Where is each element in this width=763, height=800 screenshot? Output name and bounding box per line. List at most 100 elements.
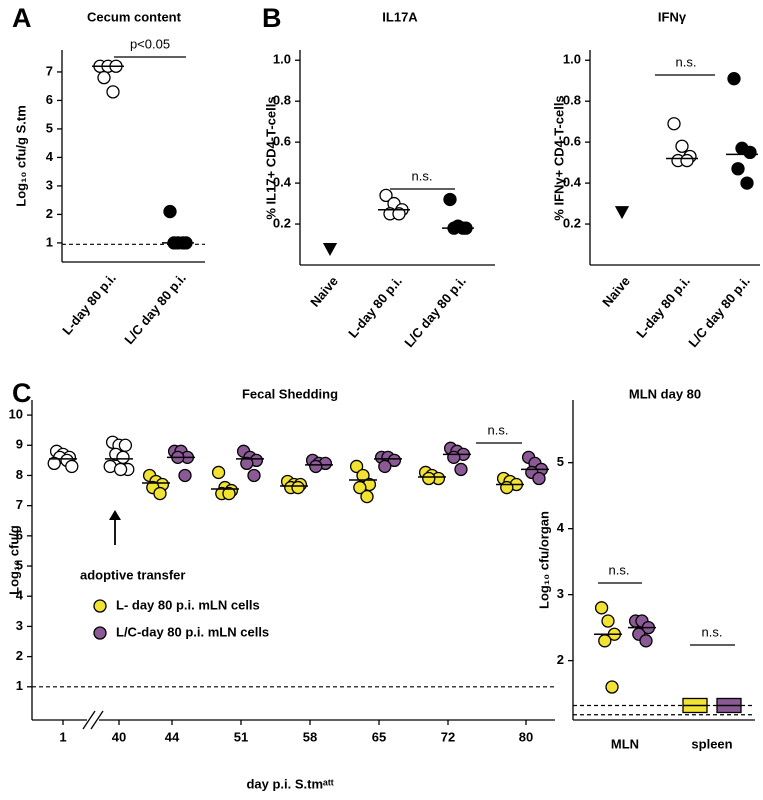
annotation: n.s. bbox=[676, 54, 697, 69]
point bbox=[614, 206, 630, 220]
x-tick-label: L-day 80 p.i. bbox=[633, 273, 693, 340]
x-tick-label: 72 bbox=[441, 729, 455, 744]
x-tick-label: L/C day 80 p.i. bbox=[121, 270, 189, 347]
point bbox=[97, 70, 111, 85]
point bbox=[353, 480, 367, 495]
x-tick-label: L/C day 80 p.i. bbox=[401, 273, 469, 350]
axis-break-gap bbox=[87, 717, 99, 723]
panel-label: C bbox=[12, 378, 32, 408]
point bbox=[387, 453, 402, 468]
x-tick-label: 58 bbox=[303, 729, 317, 744]
point bbox=[178, 468, 192, 483]
y-axis-label: % IFNγ+ CD4-T-cells bbox=[551, 95, 566, 220]
panel-label: A bbox=[12, 3, 32, 33]
point bbox=[379, 188, 393, 203]
point bbox=[392, 207, 406, 221]
y-tick-label: 6 bbox=[16, 527, 23, 542]
y-tick-label: 1 bbox=[16, 678, 23, 693]
y-tick-label: 1.0 bbox=[273, 52, 291, 67]
chart-title: IFNγ bbox=[658, 9, 687, 24]
point bbox=[47, 456, 61, 471]
legend-label: L- day 80 p.i. mLN cells bbox=[116, 597, 260, 612]
y-tick-label: 7 bbox=[46, 63, 53, 78]
point bbox=[667, 117, 681, 131]
point bbox=[675, 139, 689, 153]
point bbox=[378, 459, 392, 474]
x-tick-label: 51 bbox=[234, 729, 248, 744]
y-tick-label: 3 bbox=[46, 177, 53, 192]
annotation: n.s. bbox=[412, 168, 433, 183]
annotation: n.s. bbox=[702, 624, 723, 639]
x-axis-label: day p.i. S.tmᵃᵗᵗ bbox=[246, 776, 333, 791]
x-tick-label: Naive bbox=[307, 273, 341, 309]
y-tick-label: 3 bbox=[557, 586, 564, 601]
y-tick-label: 5 bbox=[557, 454, 564, 469]
y-tick-label: 0.8 bbox=[563, 93, 581, 108]
x-tick-label: 44 bbox=[165, 729, 180, 744]
y-tick-label: 2 bbox=[16, 648, 23, 663]
y-tick-label: 10 bbox=[9, 407, 23, 422]
x-tick-label: 1 bbox=[59, 729, 66, 744]
point bbox=[447, 450, 461, 465]
point bbox=[118, 438, 133, 452]
point bbox=[601, 614, 615, 628]
x-tick-label: spleen bbox=[691, 736, 732, 751]
point bbox=[309, 459, 323, 474]
point bbox=[153, 486, 167, 501]
y-tick-label: 6 bbox=[46, 92, 53, 107]
point bbox=[291, 480, 305, 495]
y-tick-label: 0.2 bbox=[563, 215, 581, 230]
point bbox=[598, 634, 612, 648]
annotation: adoptive transfer bbox=[80, 567, 185, 582]
y-tick-label: 5 bbox=[16, 557, 23, 572]
point bbox=[454, 462, 468, 477]
y-tick-label: 9 bbox=[16, 437, 23, 452]
x-tick-label: L-day 80 p.i. bbox=[345, 273, 405, 340]
point bbox=[349, 459, 364, 474]
y-tick-label: 8 bbox=[16, 467, 23, 482]
point bbox=[106, 85, 120, 99]
point bbox=[740, 176, 754, 190]
point bbox=[680, 153, 694, 168]
point bbox=[163, 204, 177, 219]
point bbox=[605, 680, 619, 694]
point bbox=[356, 468, 370, 483]
chart-title: Fecal Shedding bbox=[242, 386, 338, 401]
y-tick-label: 2 bbox=[557, 652, 564, 667]
x-tick-label: 40 bbox=[112, 729, 126, 744]
point bbox=[222, 486, 236, 501]
annotation: p<0.05 bbox=[130, 36, 170, 51]
annotation: n.s. bbox=[609, 562, 630, 577]
legend-label: L/C-day 80 p.i. mLN cells bbox=[116, 624, 269, 639]
y-tick-label: 0.6 bbox=[563, 134, 581, 149]
chart-title: Cecum content bbox=[87, 9, 182, 24]
point bbox=[247, 468, 261, 483]
x-tick-label: L-day 80 p.i. bbox=[59, 270, 119, 337]
point bbox=[731, 162, 745, 176]
chart-title: MLN day 80 bbox=[629, 386, 701, 401]
x-tick-label: 80 bbox=[519, 729, 533, 744]
y-tick-label: 0.4 bbox=[563, 175, 582, 190]
y-tick-label: 4 bbox=[557, 520, 565, 535]
point bbox=[500, 480, 514, 495]
point bbox=[360, 489, 374, 504]
y-axis-label: % IL17+ CD4-T-cells bbox=[263, 96, 278, 219]
point bbox=[443, 192, 457, 207]
point bbox=[113, 462, 128, 477]
point bbox=[322, 242, 338, 256]
y-tick-label: 2 bbox=[46, 206, 53, 221]
y-tick-label: 7 bbox=[16, 497, 23, 512]
y-axis-label: Log₁₀ cfu/organ bbox=[536, 511, 551, 609]
y-tick-label: 0.4 bbox=[273, 175, 292, 190]
chart-title: IL17A bbox=[382, 9, 418, 24]
y-tick-label: 0.2 bbox=[273, 215, 291, 230]
y-tick-label: 3 bbox=[16, 618, 23, 633]
point bbox=[743, 145, 757, 160]
x-tick-label: Naive bbox=[599, 273, 633, 309]
x-tick-label: 65 bbox=[372, 729, 386, 744]
panel-label: B bbox=[262, 3, 282, 33]
point bbox=[116, 450, 130, 465]
point bbox=[727, 72, 741, 86]
arrow-head bbox=[109, 510, 121, 520]
x-tick-label: MLN bbox=[611, 736, 639, 751]
